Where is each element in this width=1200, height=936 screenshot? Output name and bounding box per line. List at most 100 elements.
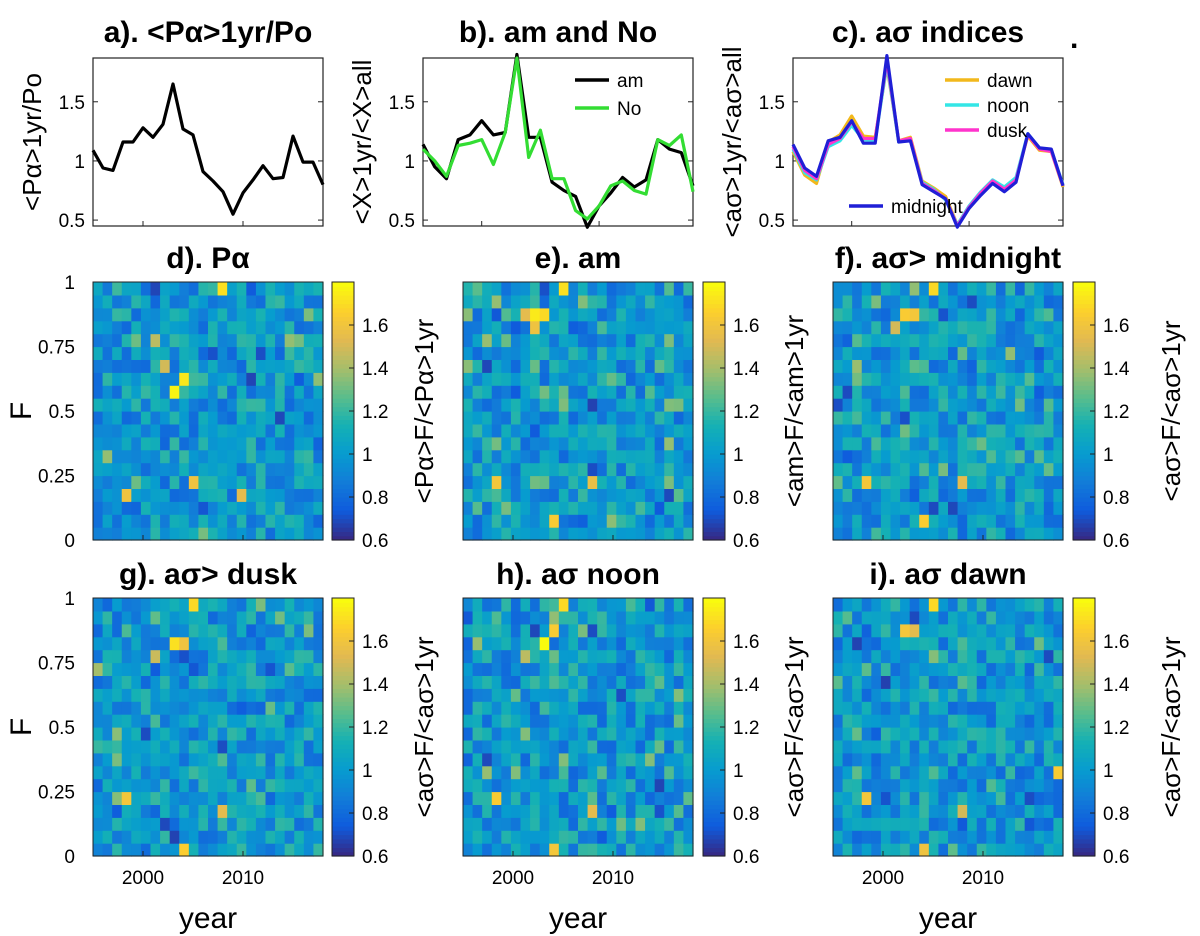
- heatmap-cell: [1043, 610, 1055, 625]
- heatmap-cell: [976, 436, 987, 451]
- colorbar-segment: [1073, 851, 1095, 857]
- heatmap-cell: [890, 282, 901, 296]
- heatmap-cell: [909, 385, 920, 399]
- heatmap-cell: [606, 688, 617, 702]
- colorbar-segment: [332, 623, 354, 629]
- heatmap-cell: [275, 649, 286, 664]
- heatmap-cell: [890, 359, 901, 373]
- colorbar-segment: [1073, 458, 1095, 464]
- heatmap-cell: [217, 817, 228, 831]
- y-axis-label: <aσ>1yr/<aσ>all: [717, 46, 747, 237]
- heatmap-cell: [198, 636, 209, 651]
- heatmap-cell: [265, 752, 276, 767]
- heatmap-cell: [121, 436, 132, 451]
- heatmap-cell: [558, 765, 570, 780]
- heatmap-cell: [131, 765, 142, 780]
- heatmap-cell: [539, 449, 550, 464]
- heatmap-cell: [871, 423, 882, 438]
- heatmap-cell: [986, 449, 997, 464]
- heatmap-cell: [169, 765, 180, 780]
- heatmap-cell: [501, 649, 512, 664]
- heatmap-cell: [948, 372, 959, 386]
- heatmap-cell: [198, 804, 209, 818]
- heatmap-cell: [909, 411, 920, 425]
- heatmap-cell: [313, 333, 324, 348]
- heatmap-cell: [635, 714, 646, 728]
- heatmap-cell: [995, 282, 1007, 296]
- colorbar-segment: [703, 735, 725, 741]
- heatmap-cell: [1024, 662, 1035, 676]
- heatmap-cell: [160, 765, 171, 780]
- heatmap-cell: [852, 411, 863, 425]
- heatmap-cell: [93, 462, 104, 477]
- heatmap-cell: [539, 282, 550, 296]
- heatmap-cell: [616, 398, 627, 412]
- heatmap-cell: [217, 501, 228, 515]
- heatmap-cell: [995, 623, 1007, 638]
- heatmap-cell: [919, 830, 930, 844]
- heatmap-cell: [616, 527, 627, 541]
- heatmap-cell: [976, 817, 987, 831]
- heatmap-cell: [188, 765, 200, 780]
- heatmap-cell: [995, 598, 1007, 612]
- colorbar-tick-label: 1.6: [1103, 316, 1129, 337]
- heatmap-cell: [150, 791, 161, 805]
- heatmap-cell: [645, 307, 656, 322]
- heatmap-cell: [909, 475, 920, 489]
- heatmap-cell: [140, 727, 152, 741]
- heatmap-cell: [1034, 436, 1045, 451]
- heatmap-cell: [558, 739, 570, 754]
- heatmap-cell: [558, 385, 570, 399]
- heatmap-cell: [510, 791, 522, 805]
- heatmap-cell: [880, 610, 892, 625]
- heatmap-cell: [482, 282, 493, 296]
- heatmap-cell: [1034, 475, 1045, 489]
- heatmap-cell: [255, 294, 267, 309]
- heatmap-cell: [112, 398, 123, 412]
- heatmap-cell: [102, 411, 113, 425]
- heatmap-cell: [520, 649, 531, 664]
- heatmap-cell: [169, 830, 180, 844]
- heatmap-cell: [313, 294, 324, 309]
- heatmap-cell: [900, 752, 911, 767]
- heatmap-cell: [616, 307, 627, 322]
- colorbar-segment: [1073, 518, 1095, 524]
- heatmap-cell: [179, 662, 190, 676]
- heatmap-cell: [1015, 307, 1026, 322]
- heatmap-cell: [121, 294, 132, 309]
- heatmap-cell: [948, 423, 959, 438]
- heatmap-cell: [463, 830, 474, 844]
- heatmap-cell: [880, 727, 892, 741]
- heatmap-cell: [255, 423, 267, 438]
- heatmap-cell: [900, 791, 911, 805]
- heatmap-cell: [188, 714, 200, 728]
- heatmap-cell: [558, 359, 570, 373]
- colorbar-segment: [703, 286, 725, 292]
- colorbar-tick-label: 1.6: [362, 316, 388, 337]
- heatmap-cell: [625, 488, 637, 502]
- heatmap-cell: [501, 527, 512, 541]
- heatmap-cell: [472, 817, 483, 831]
- heatmap-cell: [501, 359, 512, 373]
- heatmap-cell: [131, 662, 142, 676]
- heatmap-cell: [938, 636, 949, 651]
- heatmap-cell: [890, 320, 901, 335]
- heatmap-cell: [294, 372, 305, 386]
- heatmap-cell: [491, 385, 502, 399]
- heatmap-cell: [255, 307, 267, 322]
- panel-title: e). am: [535, 242, 622, 275]
- heatmap-cell: [179, 701, 190, 715]
- heatmap-cell: [198, 514, 209, 528]
- heatmap-cell: [284, 843, 295, 857]
- heatmap-cell: [472, 333, 483, 348]
- colorbar-segment: [1073, 649, 1095, 655]
- heatmap-cell: [645, 804, 656, 818]
- heatmap-cell: [635, 727, 646, 741]
- heatmap-cell: [558, 843, 570, 857]
- heatmap-cell: [549, 527, 560, 541]
- x-tick-label: 2000: [122, 868, 164, 889]
- heatmap-cell: [871, 649, 882, 664]
- heatmap-cell: [140, 411, 152, 425]
- heatmap-cell: [948, 765, 959, 780]
- colorbar-segment: [332, 714, 354, 719]
